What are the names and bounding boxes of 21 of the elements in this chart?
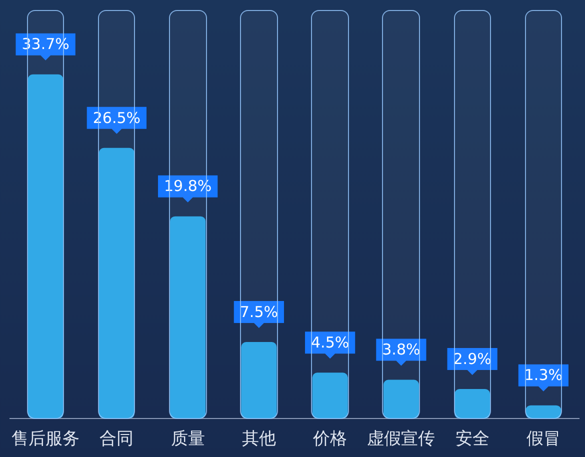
data-label: 7.5% [240, 302, 278, 321]
data-label: 3.8% [382, 340, 420, 359]
x-tick-label: 合同 [100, 429, 134, 450]
x-tick-label: 售后服务 [12, 429, 80, 450]
x-tick-label: 价格 [312, 429, 348, 450]
data-label: 2.9% [453, 350, 492, 368]
x-tick-label: 安全 [455, 429, 490, 450]
bar [526, 405, 562, 419]
data-label: 26.5% [92, 108, 141, 127]
bar [383, 380, 419, 419]
bar [241, 342, 277, 419]
data-label: 19.8% [164, 177, 212, 196]
bar [454, 388, 490, 419]
x-tick-label: 假冒 [526, 429, 560, 450]
x-tick-label: 虚假宣传 [367, 429, 436, 450]
x-tick-label: 质量 [170, 429, 205, 450]
bar [312, 372, 348, 419]
x-tick-label: 其他 [242, 429, 276, 450]
data-label: 4.5% [311, 334, 350, 352]
data-label: 33.7% [22, 35, 70, 54]
data-label: 1.3% [524, 366, 562, 384]
